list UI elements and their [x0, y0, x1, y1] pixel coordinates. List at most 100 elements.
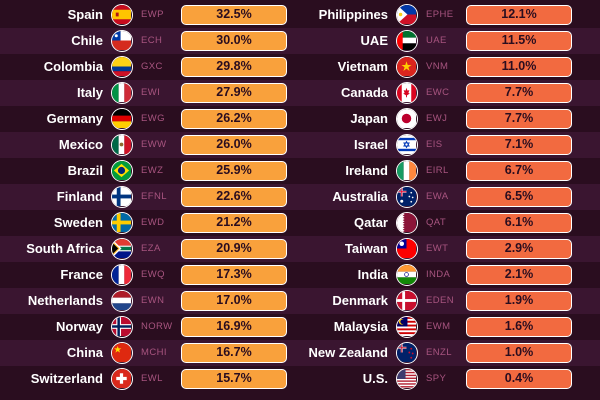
ticker-label: EPHE: [426, 9, 454, 20]
ticker-label: SPY: [426, 373, 447, 384]
country-label: China: [66, 345, 103, 360]
ticker-label: EIRL: [426, 165, 449, 176]
spain-flag-icon: [111, 4, 133, 26]
brazil-flag-icon: [111, 160, 133, 182]
value-label: 11.5%: [466, 31, 572, 51]
south-africa-flag-icon: [111, 238, 133, 260]
ticker-label: VNM: [426, 61, 449, 72]
value-label: 26.0%: [181, 135, 287, 155]
ticker-label: EWI: [141, 87, 161, 98]
country-label: South Africa: [26, 241, 103, 256]
ticker-label: EWZ: [141, 165, 164, 176]
ireland-flag-icon: [396, 160, 418, 182]
ticker-label: EWD: [141, 217, 165, 228]
country-label: Australia: [332, 189, 388, 204]
ticker-label: EWC: [426, 87, 450, 98]
switzerland-flag-icon: [111, 368, 133, 390]
country-label: Chile: [71, 33, 103, 48]
value-label: 6.7%: [466, 161, 572, 181]
country-label: Ireland: [345, 163, 388, 178]
country-label: Brazil: [67, 163, 103, 178]
country-label: Vietnam: [337, 59, 388, 74]
country-label: Philippines: [318, 7, 388, 22]
denmark-flag-icon: [396, 290, 418, 312]
value-label: 22.6%: [181, 187, 287, 207]
country-label: Japan: [350, 111, 388, 126]
value-label: 17.3%: [181, 265, 287, 285]
value-label: 25.9%: [181, 161, 287, 181]
qatar-flag-icon: [396, 212, 418, 234]
vietnam-flag-icon: [396, 56, 418, 78]
ticker-label: INDA: [426, 269, 451, 280]
value-label: 1.9%: [466, 291, 572, 311]
ticker-label: EWA: [426, 191, 449, 202]
india-flag-icon: [396, 264, 418, 286]
value-label: 11.0%: [466, 57, 572, 77]
ticker-label: MCHI: [141, 347, 167, 358]
france-flag-icon: [111, 264, 133, 286]
ticker-label: ECH: [141, 35, 163, 46]
sweden-flag-icon: [111, 212, 133, 234]
ticker-label: GXC: [141, 61, 163, 72]
value-label: 20.9%: [181, 239, 287, 259]
ticker-label: NORW: [141, 321, 173, 332]
country-label: Finland: [56, 189, 103, 204]
chile-flag-icon: [111, 30, 133, 52]
country-label: Netherlands: [27, 293, 103, 308]
country-label: New Zealand: [308, 345, 388, 360]
country-label: Germany: [46, 111, 103, 126]
country-label: Switzerland: [30, 371, 103, 386]
ticker-label: EDEN: [426, 295, 454, 306]
canada-flag-icon: [396, 82, 418, 104]
philippines-flag-icon: [396, 4, 418, 26]
country-label: Mexico: [58, 137, 103, 152]
value-label: 29.8%: [181, 57, 287, 77]
value-label: 1.0%: [466, 343, 572, 363]
value-label: 6.5%: [466, 187, 572, 207]
value-label: 17.0%: [181, 291, 287, 311]
country-label: Colombia: [43, 59, 103, 74]
ticker-label: EWG: [141, 113, 165, 124]
value-label: 15.7%: [181, 369, 287, 389]
value-label: 7.7%: [466, 109, 572, 129]
value-label: 30.0%: [181, 31, 287, 51]
value-label: 2.9%: [466, 239, 572, 259]
country-label: Malaysia: [333, 319, 388, 334]
value-label: 1.6%: [466, 317, 572, 337]
value-label: 6.1%: [466, 213, 572, 233]
country-label: Qatar: [354, 215, 388, 230]
mexico-flag-icon: [111, 134, 133, 156]
value-label: 16.7%: [181, 343, 287, 363]
ticker-label: EWJ: [426, 113, 448, 124]
uae-flag-icon: [396, 30, 418, 52]
israel-flag-icon: [396, 134, 418, 156]
taiwan-flag-icon: [396, 238, 418, 260]
country-label: Canada: [341, 85, 388, 100]
finland-flag-icon: [111, 186, 133, 208]
country-label: U.S.: [362, 371, 388, 386]
ticker-label: UAE: [426, 35, 447, 46]
malaysia-flag-icon: [396, 316, 418, 338]
ticker-label: EWQ: [141, 269, 165, 280]
country-label: Spain: [67, 7, 103, 22]
japan-flag-icon: [396, 108, 418, 130]
ticker-label: EWL: [141, 373, 163, 384]
country-label: India: [357, 267, 388, 282]
value-label: 7.7%: [466, 83, 572, 103]
value-label: 2.1%: [466, 265, 572, 285]
country-label: UAE: [360, 33, 388, 48]
country-label: Denmark: [332, 293, 388, 308]
ticker-label: EFNL: [141, 191, 167, 202]
value-label: 0.4%: [466, 369, 572, 389]
ticker-label: EWT: [426, 243, 449, 254]
country-label: Taiwan: [344, 241, 388, 256]
ticker-label: ENZL: [426, 347, 452, 358]
country-label: Norway: [56, 319, 103, 334]
value-label: 7.1%: [466, 135, 572, 155]
germany-flag-icon: [111, 108, 133, 130]
netherlands-flag-icon: [111, 290, 133, 312]
italy-flag-icon: [111, 82, 133, 104]
country-label: Sweden: [53, 215, 103, 230]
ticker-label: EZA: [141, 243, 161, 254]
